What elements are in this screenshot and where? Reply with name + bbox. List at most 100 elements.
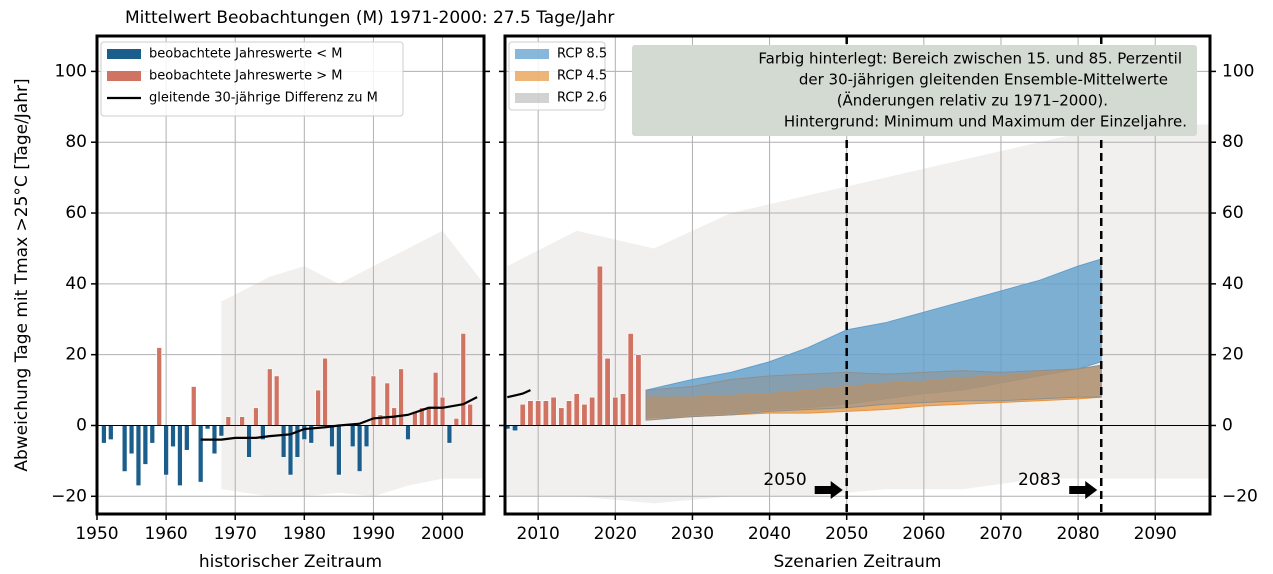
- x-tick-label: 2080: [1056, 524, 1099, 544]
- y-axis-label: Abweichung Tage mit Tmax >25°C [Tage/Jah…: [12, 78, 32, 471]
- bar: [121, 425, 128, 472]
- x-tick-label: 1970: [214, 524, 257, 544]
- bar: [384, 382, 390, 426]
- minmax-band: [221, 230, 484, 497]
- bar: [184, 425, 190, 451]
- bar: [239, 416, 245, 426]
- x-tick-label: 2030: [671, 524, 714, 544]
- bar: [620, 393, 627, 426]
- running-difference-line: [200, 396, 478, 441]
- bar: [177, 425, 183, 486]
- bar: [108, 425, 114, 440]
- legend-label: gleitende 30-jährige Differenz zu M: [149, 91, 378, 106]
- percentile-band: [645, 364, 1102, 421]
- annotation-text: Farbig hinterlegt: Bereich zwischen 15. …: [758, 50, 1182, 68]
- marker-label: 2050: [763, 470, 806, 490]
- minmax-band: [507, 124, 1210, 504]
- bar: [432, 372, 439, 426]
- legend-swatch: [515, 49, 549, 59]
- x-tick-label: 2060: [902, 524, 945, 544]
- bar: [612, 396, 619, 426]
- x-tick-label: 1990: [352, 524, 395, 544]
- legend-label: RCP 8.5: [557, 47, 607, 62]
- y-tick-label: 100: [55, 61, 87, 81]
- bar: [558, 407, 565, 426]
- bar: [550, 396, 557, 426]
- bar: [142, 425, 149, 465]
- x-tick-label: 2070: [979, 524, 1022, 544]
- bar: [566, 400, 573, 426]
- legend-label: beobachtete Jahreswerte < M: [149, 47, 342, 62]
- y-tick-label: 20: [65, 345, 87, 365]
- bar: [542, 400, 549, 426]
- bar: [336, 425, 342, 476]
- bar: [467, 403, 473, 426]
- bar: [218, 425, 225, 437]
- legend-label: RCP 2.6: [557, 91, 607, 106]
- bar: [315, 389, 321, 426]
- bar: [191, 386, 197, 426]
- legend-label: beobachtete Jahreswerte > M: [149, 69, 342, 84]
- x-tick-label: 2020: [594, 524, 637, 544]
- marker-arrow: [814, 481, 843, 499]
- bar: [527, 400, 534, 426]
- bar: [356, 425, 363, 472]
- bar: [635, 354, 642, 426]
- bar: [349, 425, 356, 448]
- x-tick-label: 1960: [144, 524, 187, 544]
- legend-swatch: [515, 71, 549, 81]
- bar: [246, 425, 252, 458]
- bar: [322, 357, 328, 426]
- bar: [425, 407, 432, 426]
- bar: [377, 414, 384, 426]
- y-tick-label: 60: [65, 203, 87, 223]
- bar: [253, 407, 259, 426]
- bar: [204, 425, 211, 430]
- bar: [535, 400, 542, 426]
- y-tick-label: −20: [1222, 486, 1258, 506]
- bar: [170, 425, 176, 448]
- x-tick-label: 2010: [517, 524, 560, 544]
- legend-swatch: [107, 49, 141, 59]
- annotation-text: Hintergrund: Minimum und Maximum der Ein…: [784, 113, 1187, 131]
- annotation-text: der 30-jährigen gleitenden Ensemble-Mitt…: [799, 71, 1168, 89]
- bar: [512, 425, 519, 432]
- y-tick-label: 60: [1222, 203, 1244, 223]
- annotation-text: (Änderungen relativ zu 1971–2000).: [837, 91, 1108, 110]
- x-axis-label: historischer Zeitraum: [199, 552, 382, 572]
- bar: [280, 425, 287, 458]
- marker-arrow: [1069, 481, 1098, 499]
- plot-area: [97, 36, 484, 514]
- bar: [439, 396, 446, 426]
- marker-label: 2083: [1018, 470, 1061, 490]
- x-tick-label: 2090: [1134, 524, 1177, 544]
- y-tick-label: 80: [65, 132, 87, 152]
- bar: [149, 425, 156, 444]
- bar: [604, 357, 611, 426]
- legend-swatch: [515, 93, 549, 103]
- y-tick-label: 40: [65, 274, 87, 294]
- bar: [267, 368, 273, 426]
- bar: [225, 416, 232, 426]
- bar: [197, 425, 204, 483]
- bar: [273, 375, 280, 426]
- bar: [405, 425, 411, 440]
- bar: [446, 425, 453, 444]
- bar: [301, 425, 308, 440]
- panel-frame: [503, 34, 1212, 516]
- panel-frame: [95, 34, 486, 516]
- legend-swatch: [107, 71, 141, 81]
- y-tick-label: 0: [1222, 415, 1233, 435]
- x-tick-label: 2000: [421, 524, 464, 544]
- bar: [135, 425, 142, 486]
- y-tick-label: −20: [51, 486, 87, 506]
- y-tick-label: 20: [1222, 345, 1244, 365]
- bar: [596, 265, 603, 426]
- bar: [453, 418, 460, 426]
- bar: [460, 333, 466, 426]
- plot-area: [505, 36, 1210, 514]
- bar: [519, 403, 526, 426]
- x-axis-label: Szenarien Zeitraum: [774, 552, 942, 572]
